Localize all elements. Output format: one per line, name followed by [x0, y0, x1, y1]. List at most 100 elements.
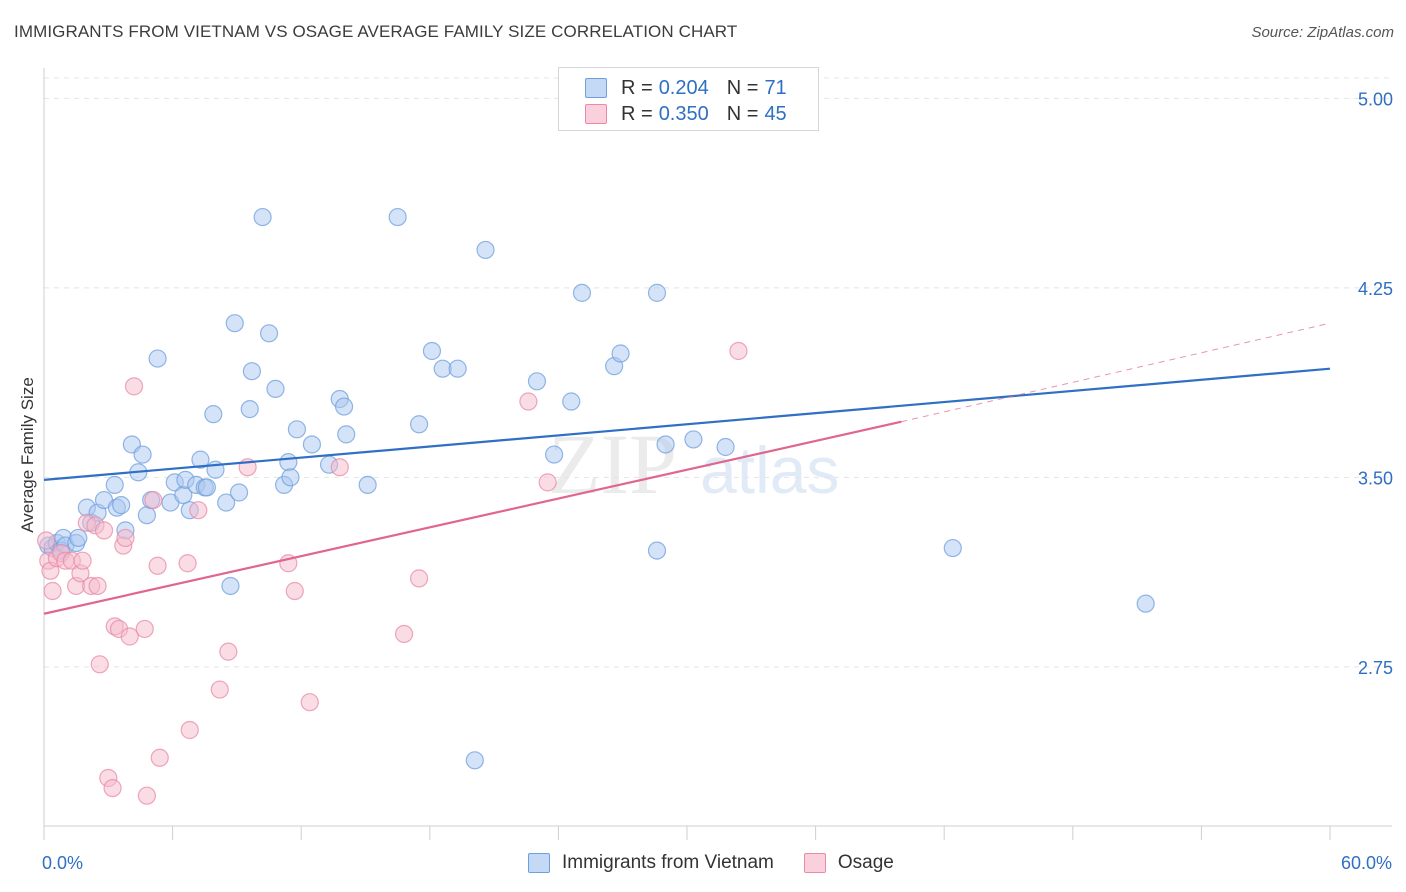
- vietnam-point: [287, 420, 307, 439]
- vietnam-point: [337, 425, 356, 444]
- osage-point: [124, 377, 144, 396]
- vietnam-point: [476, 240, 495, 260]
- vietnam-point: [217, 493, 236, 512]
- vietnam-point: [191, 450, 210, 469]
- osage-point: [120, 627, 139, 646]
- series-swatch-osage: [803, 853, 826, 873]
- series-legend-item-osage: Osage: [803, 852, 894, 874]
- osage-point: [285, 581, 304, 601]
- vietnam-point: [105, 475, 124, 494]
- vietnam-point: [545, 445, 564, 464]
- y-tick-label: 2.75: [1358, 658, 1393, 678]
- vietnam-point: [358, 475, 377, 494]
- osage-point: [300, 693, 319, 712]
- legend-n-label: N =: [726, 102, 759, 125]
- vietnam-point: [148, 349, 167, 368]
- vietnam-point: [656, 435, 675, 454]
- osage-point: [519, 392, 538, 411]
- osage-point: [219, 642, 238, 661]
- osage-trend-line: [43, 420, 902, 615]
- vietnam-point: [259, 324, 279, 343]
- osage-point: [189, 501, 208, 520]
- vietnam-point: [716, 437, 735, 457]
- osage-point: [394, 624, 414, 644]
- legend-swatch-osage: [585, 104, 607, 124]
- vietnam-point: [204, 405, 223, 424]
- vietnam-point: [281, 468, 300, 487]
- osage-point: [148, 556, 167, 575]
- osage-point: [210, 680, 229, 699]
- osage-point: [538, 473, 557, 492]
- y-axis-label: Average Family Size: [18, 377, 37, 533]
- series-legend-label: Osage: [837, 852, 894, 873]
- vietnam-point: [137, 506, 156, 525]
- osage-point: [137, 786, 156, 805]
- y-tick-label: 5.00: [1358, 89, 1393, 109]
- stats-legend: R = 0.204 N = 71 R = 0.350 N = 45: [558, 67, 819, 131]
- vietnam-point: [133, 445, 152, 464]
- vietnam-point: [562, 392, 581, 411]
- legend-r-value: 0.350: [658, 102, 709, 125]
- legend-n-value: 45: [764, 102, 787, 125]
- vietnam-point: [302, 435, 322, 454]
- vietnam-point: [221, 576, 240, 596]
- osage-point: [88, 576, 107, 596]
- vietnam-point: [240, 400, 259, 419]
- osage-point: [409, 569, 429, 588]
- legend-row-osage: R = 0.350 N = 45: [585, 102, 787, 126]
- vietnam-point: [69, 528, 88, 548]
- y-tick-label: 3.50: [1358, 468, 1393, 488]
- vietnam-trend-line: [43, 367, 1331, 481]
- legend-r-label: R =: [621, 102, 653, 125]
- osage-point: [94, 521, 114, 540]
- vietnam-point: [943, 538, 962, 558]
- vietnam-point: [279, 453, 298, 472]
- osage-trend-line-extension: [901, 322, 1331, 423]
- vietnam-point: [112, 496, 131, 515]
- osage-point: [135, 619, 154, 639]
- legend-r-label: R =: [621, 76, 653, 99]
- vietnam-point: [1136, 594, 1155, 613]
- chart-title: IMMIGRANTS FROM VIETNAM VS OSAGE AVERAGE…: [14, 22, 738, 41]
- vietnam-point: [409, 415, 429, 434]
- osage-point: [729, 341, 748, 361]
- osage-point: [90, 655, 109, 674]
- series-legend: Immigrants from Vietnam Osage: [528, 852, 924, 874]
- vietnam-point: [611, 344, 630, 363]
- vietnam-point: [197, 478, 216, 497]
- osage-point: [43, 581, 62, 601]
- vietnam-point: [647, 283, 667, 302]
- vietnam-point: [448, 359, 467, 378]
- chart-source: Source: ZipAtlas.com: [1251, 24, 1394, 41]
- osage-point: [37, 531, 56, 550]
- legend-swatch-vietnam: [585, 78, 607, 98]
- vietnam-point: [242, 362, 262, 381]
- vietnam-point: [572, 283, 592, 302]
- vietnam-point: [229, 483, 249, 502]
- vietnam-point: [388, 207, 407, 227]
- series-swatch-vietnam: [528, 853, 550, 873]
- osage-point: [116, 528, 135, 548]
- vietnam-point: [647, 541, 667, 560]
- legend-n-value: 71: [764, 76, 787, 99]
- vietnam-point: [225, 314, 244, 333]
- vietnam-point: [465, 751, 484, 770]
- osage-point: [150, 748, 169, 767]
- legend-r-value: 0.204: [658, 76, 709, 99]
- osage-point: [330, 458, 349, 477]
- vietnam-point: [253, 207, 272, 227]
- osage-point: [103, 778, 122, 798]
- osage-point: [144, 490, 163, 510]
- legend-n-label: N =: [726, 76, 759, 99]
- x-tick-label-min: 0.0%: [42, 853, 84, 873]
- vietnam-point: [684, 430, 703, 449]
- osage-point: [178, 554, 197, 573]
- vietnam-point: [527, 372, 547, 391]
- x-tick-label-max: 60.0%: [1340, 853, 1392, 873]
- osage-point: [180, 720, 199, 740]
- y-tick-label: 4.25: [1358, 279, 1393, 299]
- vietnam-point: [422, 341, 442, 361]
- osage-point: [73, 551, 92, 570]
- vietnam-point: [334, 397, 354, 416]
